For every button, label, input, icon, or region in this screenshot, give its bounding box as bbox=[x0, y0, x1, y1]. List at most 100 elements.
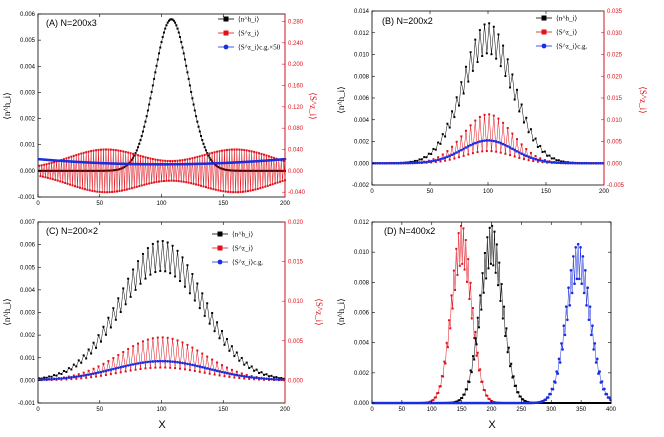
data-point bbox=[276, 169, 279, 172]
data-point bbox=[95, 149, 98, 152]
data-point bbox=[416, 159, 419, 162]
data-point bbox=[584, 402, 587, 404]
data-point bbox=[200, 134, 203, 137]
data-point bbox=[213, 373, 216, 376]
legend-marker bbox=[541, 15, 547, 21]
legend-marker bbox=[541, 43, 547, 49]
data-point bbox=[228, 349, 231, 352]
data-point bbox=[491, 400, 494, 403]
data-point bbox=[83, 188, 86, 191]
y2-tick-label: 0.010 bbox=[607, 118, 623, 124]
data-point bbox=[420, 161, 424, 164]
legend-label: ⟨n^h_i⟩ bbox=[556, 15, 577, 23]
data-point bbox=[575, 277, 579, 281]
data-point bbox=[464, 146, 468, 149]
data-point bbox=[437, 156, 440, 159]
data-point bbox=[522, 153, 526, 157]
data-point bbox=[130, 158, 133, 161]
data-point bbox=[38, 164, 41, 167]
data-point bbox=[187, 77, 190, 80]
data-point bbox=[98, 190, 101, 193]
data-point bbox=[423, 156, 426, 159]
y-tick-label: 0.004 bbox=[20, 64, 36, 70]
data-point bbox=[578, 277, 581, 281]
data-point bbox=[474, 330, 477, 333]
data-point bbox=[137, 154, 140, 157]
data-point bbox=[213, 368, 216, 372]
y2-tick-label: 0.000 bbox=[607, 161, 623, 167]
legend-marker bbox=[223, 16, 229, 22]
data-point bbox=[576, 242, 580, 246]
data-point bbox=[87, 169, 90, 172]
data-point bbox=[124, 165, 127, 168]
data-point bbox=[53, 374, 56, 377]
data-point bbox=[188, 369, 191, 372]
data-point bbox=[144, 367, 147, 370]
data-point bbox=[62, 169, 65, 172]
data-point bbox=[504, 75, 507, 78]
y-tick-label: 0.003 bbox=[20, 90, 36, 96]
data-point bbox=[513, 155, 516, 158]
data-point bbox=[72, 375, 76, 379]
data-point bbox=[562, 324, 566, 328]
data-point bbox=[171, 18, 174, 21]
data-point bbox=[80, 152, 83, 155]
data-point bbox=[240, 148, 243, 151]
panel-b: 0 50 100 150 200 -0.002 0.000 0.002 0.004 0.006 0.… bbox=[336, 9, 648, 195]
data-point bbox=[61, 181, 64, 184]
data-point bbox=[65, 157, 68, 160]
data-point bbox=[161, 359, 165, 363]
data-point bbox=[480, 308, 483, 311]
data-point bbox=[258, 152, 261, 155]
data-point bbox=[141, 340, 144, 343]
data-point bbox=[125, 164, 128, 167]
data-point bbox=[153, 77, 156, 80]
series-layer bbox=[37, 18, 287, 194]
data-point bbox=[476, 140, 479, 144]
data-point bbox=[150, 90, 153, 93]
data-point bbox=[165, 179, 168, 182]
data-point bbox=[560, 342, 563, 345]
data-point bbox=[114, 318, 117, 321]
legend-marker bbox=[217, 245, 223, 251]
data-point bbox=[497, 117, 500, 120]
data-point bbox=[211, 312, 214, 315]
data-point bbox=[139, 361, 142, 365]
data-point bbox=[595, 402, 598, 404]
series-line bbox=[372, 244, 611, 404]
data-point bbox=[429, 160, 433, 163]
data-point bbox=[172, 19, 175, 22]
data-point bbox=[93, 190, 96, 193]
data-point bbox=[471, 355, 474, 358]
data-point bbox=[266, 184, 269, 187]
data-point bbox=[605, 392, 609, 396]
data-point bbox=[592, 348, 595, 351]
data-point bbox=[177, 31, 180, 34]
data-point bbox=[38, 377, 41, 380]
data-point bbox=[560, 160, 563, 163]
data-point bbox=[50, 161, 53, 164]
data-point bbox=[50, 169, 53, 172]
data-point bbox=[114, 372, 117, 375]
data-point bbox=[65, 169, 68, 172]
data-point bbox=[232, 169, 235, 172]
data-point bbox=[219, 189, 222, 192]
x-tick-label: 200 bbox=[280, 407, 291, 413]
data-point bbox=[93, 169, 96, 172]
panel-title: (A) N=200x3 bbox=[46, 18, 97, 28]
data-point bbox=[563, 333, 567, 337]
data-point bbox=[97, 148, 100, 151]
data-point bbox=[203, 146, 206, 149]
data-point bbox=[122, 150, 125, 153]
data-point bbox=[143, 183, 146, 186]
data-point bbox=[77, 373, 80, 376]
y2-tick-label: 0.025 bbox=[607, 53, 623, 59]
data-point bbox=[134, 362, 137, 366]
data-point bbox=[448, 126, 451, 129]
y2-tick-label: 0.010 bbox=[288, 299, 304, 305]
data-point bbox=[62, 376, 66, 380]
data-point bbox=[280, 376, 283, 379]
data-point bbox=[209, 187, 212, 190]
data-point bbox=[117, 149, 120, 152]
data-point bbox=[257, 376, 261, 380]
